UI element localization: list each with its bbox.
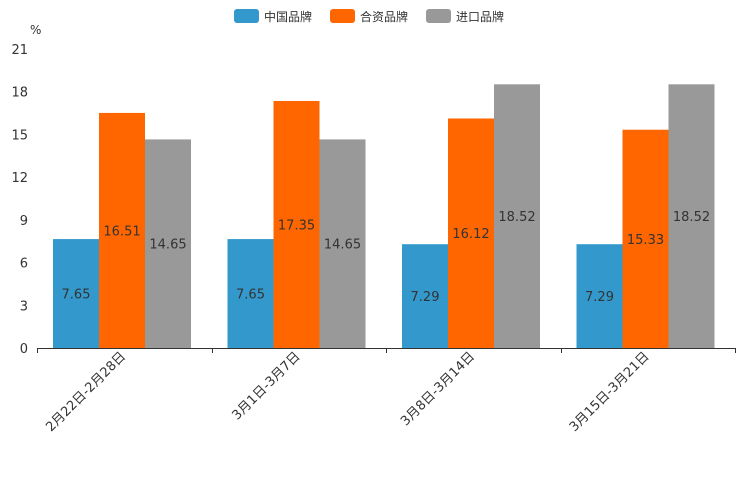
x-tick-label: 3月8日-3月14日: [398, 349, 478, 429]
bar-3: [319, 139, 366, 348]
x-axis: 2月22日-2月28日 3月1日-3月7日 3月8日-3月14日 3月15日-3月21…: [37, 348, 736, 435]
y-axis: 0 3 6 9 12 15 18 21: [11, 43, 28, 357]
data-label: 14.65: [324, 238, 361, 253]
y-tick-label: 6: [20, 257, 28, 272]
legend-label: 中国品牌: [264, 9, 312, 24]
y-tick-label: 12: [11, 171, 28, 186]
bar-1: [53, 239, 99, 348]
y-tick-label: 18: [11, 86, 28, 101]
bar-1: [576, 244, 623, 348]
bar-3: [668, 84, 715, 348]
legend-swatch: [330, 9, 355, 23]
legend-swatch: [234, 9, 259, 23]
y-tick-label: 21: [11, 43, 28, 58]
y-tick-label: 9: [20, 214, 28, 229]
data-label: 18.52: [498, 210, 535, 225]
data-label: 7.65: [62, 288, 91, 303]
data-label: 16.12: [452, 227, 489, 242]
data-label: 14.65: [149, 238, 186, 253]
y-tick-label: 15: [11, 128, 28, 143]
legend: 中国品牌 合资品牌 进口品牌: [234, 9, 504, 24]
y-tick-label: 0: [20, 342, 28, 357]
legend-label: 进口品牌: [456, 10, 504, 24]
x-tick-label: 2月22日-2月28日: [43, 349, 129, 435]
bar-3: [145, 139, 191, 348]
bar-2: [622, 129, 669, 348]
x-tick-label: 3月1日-3月7日: [229, 349, 303, 423]
data-label: 7.29: [585, 290, 614, 305]
y-tick-label: 3: [20, 299, 28, 314]
data-label: 17.35: [278, 218, 315, 233]
bar-2: [99, 112, 145, 348]
legend-swatch: [426, 9, 451, 23]
bar-1: [402, 244, 448, 348]
y-axis-unit-label: %: [30, 23, 41, 37]
bars: 7.65 16.51 14.65 7.65 17.35 14.65 7.29 16.12 18.…: [53, 84, 715, 348]
bar-1: [227, 239, 274, 348]
data-label: 7.29: [411, 290, 440, 305]
data-label: 16.51: [103, 224, 140, 239]
x-tick-label: 3月15日-3月21日: [567, 349, 653, 435]
legend-label: 合资品牌: [360, 9, 408, 24]
bar-2: [448, 118, 494, 348]
data-label: 7.65: [236, 288, 265, 303]
bar-2: [273, 100, 320, 348]
data-label: 18.52: [673, 210, 710, 225]
bar-3: [494, 84, 540, 348]
data-label: 15.33: [627, 233, 664, 248]
